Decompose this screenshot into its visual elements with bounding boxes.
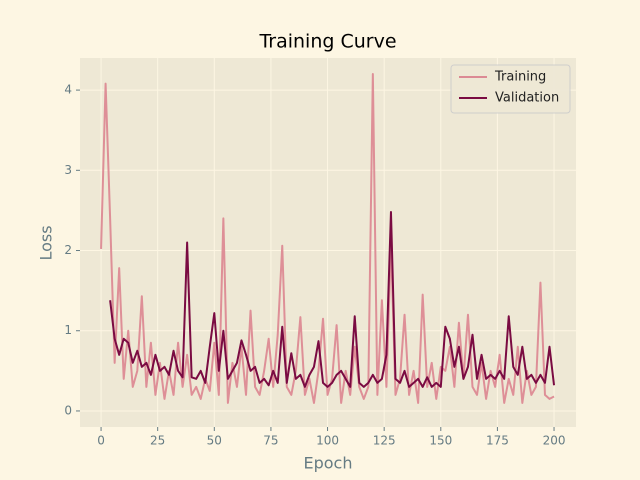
- x-tick-label: 175: [486, 434, 509, 448]
- y-tick-label: 4: [64, 83, 72, 97]
- chart-title: Training Curve: [258, 31, 396, 53]
- y-tick-label: 0: [64, 403, 72, 417]
- y-tick-label: 3: [64, 163, 72, 177]
- legend: Training Validation: [450, 64, 571, 114]
- legend-label: Training: [494, 70, 546, 85]
- y-axis-label: Loss: [37, 225, 56, 260]
- series-line: [109, 211, 556, 388]
- x-tick-label: 75: [263, 434, 278, 448]
- x-axis-label: Epoch: [304, 454, 353, 473]
- lines: [100, 73, 556, 404]
- x-tick-label: 0: [97, 434, 105, 448]
- x-tick-label: 200: [543, 434, 566, 448]
- x-tick-label: 50: [207, 434, 222, 448]
- x-tick-label: 100: [316, 434, 339, 448]
- y-tick-label: 2: [64, 243, 72, 257]
- x-tick-label: 125: [373, 434, 396, 448]
- y-tick-label: 1: [64, 323, 72, 337]
- x-tick-label: 150: [429, 434, 452, 448]
- legend-label: Validation: [495, 91, 559, 106]
- x-tick-label: 25: [150, 434, 165, 448]
